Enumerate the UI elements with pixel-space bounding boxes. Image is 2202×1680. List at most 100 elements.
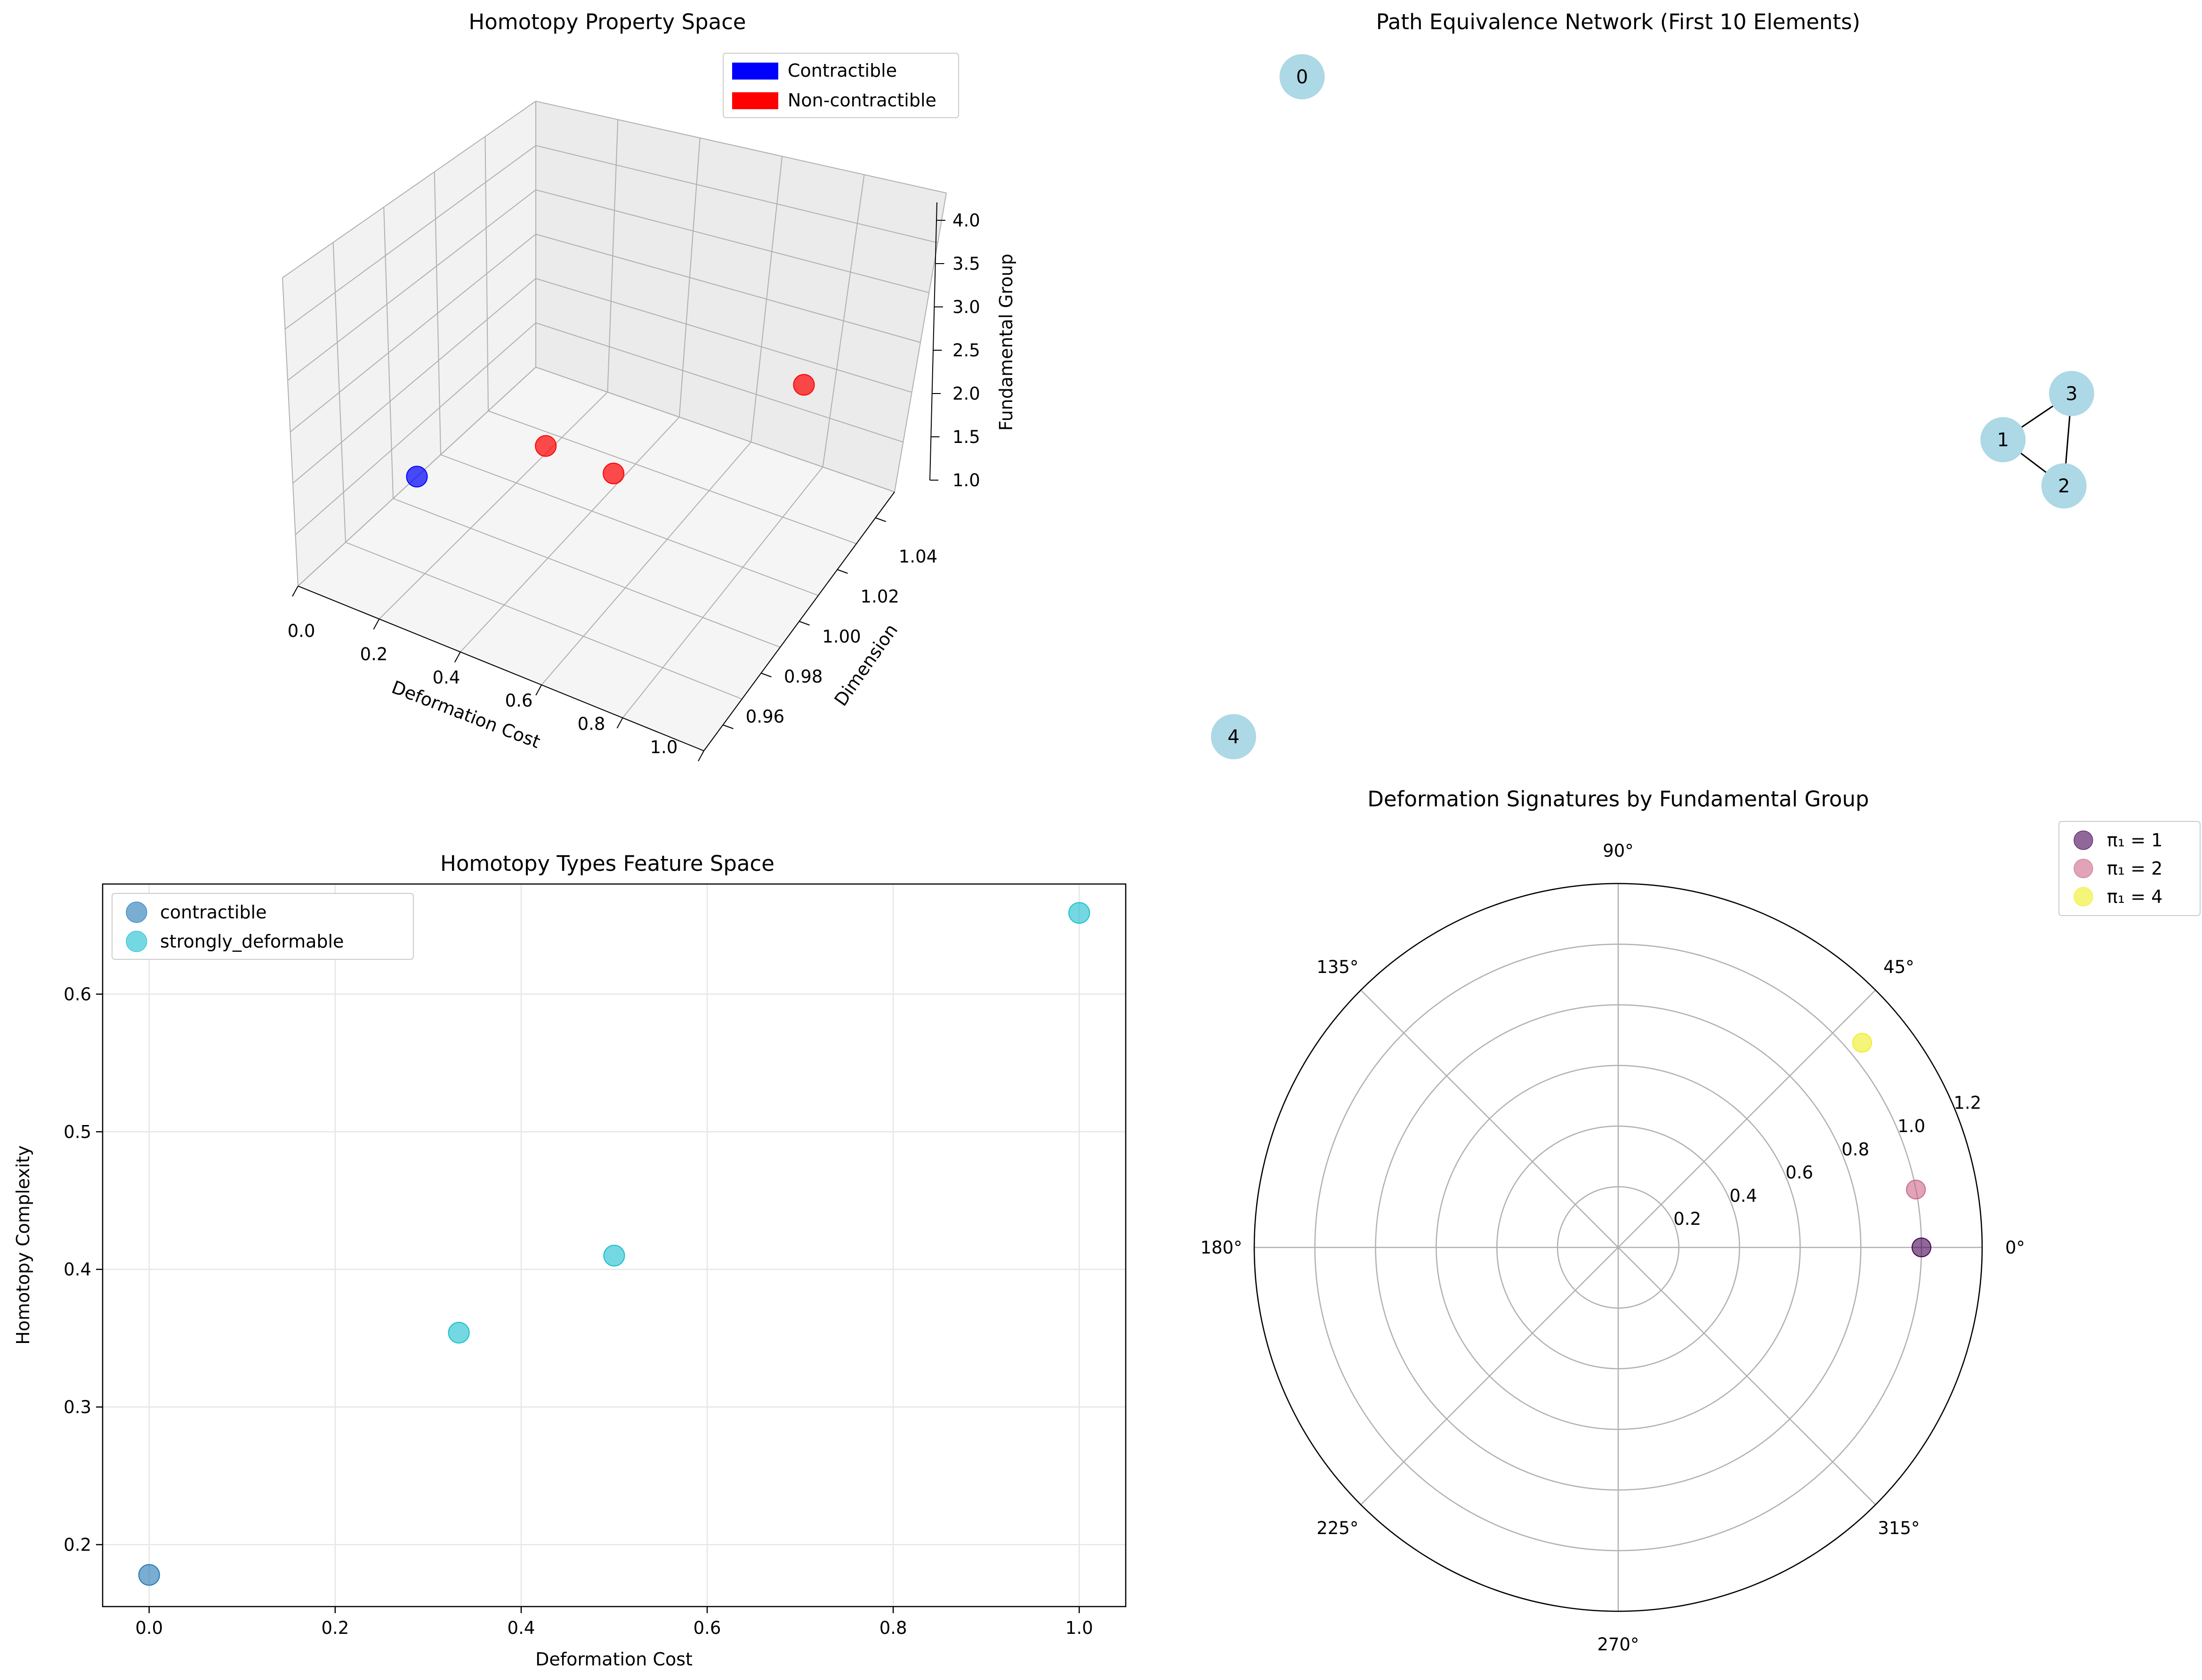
network-node-4 <box>1211 714 1256 759</box>
z-gridline-back <box>535 101 947 193</box>
polar-angle-label: 0° <box>2005 1238 2025 1258</box>
polar-angular-gridline <box>1618 1247 1876 1505</box>
z-gridline-back <box>535 189 929 293</box>
panel-network: Path Equivalence Network (First 10 Eleme… <box>1211 9 2094 759</box>
x-tick-label: 0.0 <box>135 1618 163 1638</box>
network-node-3 <box>2049 370 2094 416</box>
back-pane <box>536 101 946 492</box>
points-feature-space <box>138 902 1090 1586</box>
panel-polar: Deformation Signatures by Fundamental Gr… <box>1200 787 2201 1655</box>
network-node-label-0: 0 <box>1296 66 1308 88</box>
polar-angle-label: 135° <box>1316 957 1358 977</box>
points-3d <box>406 374 815 488</box>
x-tick-mark-3d <box>535 684 542 696</box>
polar-angular-gridline <box>1360 989 1619 1248</box>
polar-angle-label: 180° <box>1200 1238 1242 1258</box>
point-3d <box>793 374 815 396</box>
floor-pane <box>298 367 895 751</box>
chart-title-polar: Deformation Signatures by Fundamental Gr… <box>1367 787 1869 812</box>
y-tick-label: 0.4 <box>64 1260 91 1280</box>
polar-angle-label: 270° <box>1597 1634 1639 1655</box>
x-axis-line <box>298 586 704 751</box>
legend-label-pi1-2: π₁ = 2 <box>2107 858 2162 879</box>
y-tick-mark-3d <box>723 724 734 729</box>
legend-frame-polar <box>2058 821 2201 916</box>
x-tick-label-3d: 0.2 <box>360 644 388 664</box>
x-tick-label-3d: 0.6 <box>505 691 533 711</box>
z-axis-line <box>929 202 937 481</box>
x-tick-label: 0.4 <box>508 1618 535 1638</box>
legend-label-non-contractible: Non-contractible <box>788 90 936 111</box>
axes-frame-feature-space <box>102 883 1127 1608</box>
y-tick-mark-3d <box>875 517 886 522</box>
x-tick-label: 0.2 <box>321 1618 349 1638</box>
x-gridline-floor <box>379 392 608 619</box>
legend-label-contractible-series: contractible <box>160 902 266 923</box>
panel-feature-space: Homotopy Types Feature Space 0.0 0.2 0.4 0.… <box>13 851 1127 1670</box>
y-gridline-floor <box>345 542 742 699</box>
y-tick-label: 0.2 <box>64 1535 91 1555</box>
y-axis-label-feature-space: Homotopy Complexity <box>13 1145 33 1345</box>
y-tick-label-3d: 1.04 <box>899 547 937 567</box>
z-gridline-back <box>535 233 921 343</box>
chart-title-3d: Homotopy Property Space <box>468 9 746 34</box>
legend-marker-strongly-deformable <box>126 931 147 952</box>
legend-feature-space: contractible strongly_deformable <box>112 893 414 960</box>
y-tick-label-3d: 1.02 <box>861 587 899 607</box>
polar-point-0 <box>1912 1238 1932 1257</box>
grid-3d <box>282 101 947 751</box>
y-tick-label-3d: 0.98 <box>784 667 823 687</box>
legend-label-pi1-4: π₁ = 4 <box>2107 886 2162 907</box>
network-node-0 <box>1279 54 1325 99</box>
polar-points <box>1852 1033 1932 1257</box>
legend-frame-3d <box>723 53 959 118</box>
polar-angular-gridline <box>1360 1247 1619 1505</box>
x-tick-mark-3d <box>292 586 298 597</box>
legend-label-strongly-deformable: strongly_deformable <box>160 931 344 952</box>
z-axis-label-3d: Fundamental Group <box>996 254 1016 431</box>
y-tick-mark-3d <box>799 621 810 626</box>
polar-tick-labels: 0° 45° 90° 135° 180° 225° 270° 315° 0.2 0.4 0.6 0.8… <box>1200 841 2025 1655</box>
x-tick-label-3d: 0.0 <box>288 621 315 641</box>
network-nodes: 0 1 2 3 4 <box>1211 54 2094 759</box>
legend-marker-pi1-2 <box>2073 859 2093 878</box>
z-tick-label-3d: 1.5 <box>952 427 980 447</box>
legend-label-contractible: Contractible <box>788 60 897 81</box>
x-tick-label-3d: 1.0 <box>650 737 678 757</box>
z-tick-label-3d: 3.0 <box>952 297 980 317</box>
point-3d <box>603 462 625 484</box>
legend-swatch-contractible <box>732 63 778 80</box>
x-tick-label: 0.6 <box>694 1618 721 1638</box>
x-gridline-floor <box>460 417 680 652</box>
z-tick-label-3d: 2.5 <box>952 340 980 361</box>
polar-radius-label: 0.8 <box>1841 1139 1869 1159</box>
z-gridline-back <box>535 322 903 443</box>
polar-frame <box>1253 883 1983 1612</box>
ticks-3d: 0.0 0.2 0.4 0.6 0.8 1.0 0.960.98 1.001.021.04 1.… <box>288 210 980 762</box>
point-3d <box>406 466 428 488</box>
polar-point-2 <box>1852 1033 1872 1053</box>
polar-angular-gridline <box>1618 989 1876 1248</box>
left-pane <box>282 101 536 586</box>
network-node-2 <box>2041 463 2087 509</box>
z-gridline-back <box>535 145 938 243</box>
z-gridline-left <box>290 233 536 433</box>
legend-marker-contractible <box>126 901 147 923</box>
ticks-feature-space: 0.0 0.2 0.4 0.6 0.8 1.0 0.2 0.3 0.4 0.5 0.6 <box>64 984 1093 1638</box>
x-tick-label: 1.0 <box>1065 1618 1093 1638</box>
y-tick-mark-3d <box>837 569 848 574</box>
network-node-1 <box>1980 417 2026 463</box>
panel-3d-scatter: Homotopy Property Space 0.0 0.2 0.4 0.6 0.8 1… <box>282 9 1016 762</box>
y-tick-label-3d: 0.96 <box>746 707 784 727</box>
network-node-label-3: 3 <box>2065 383 2077 405</box>
polar-grid <box>1253 883 1983 1612</box>
z-tick-label-3d: 3.5 <box>952 254 980 274</box>
polar-radius-label: 0.6 <box>1785 1163 1813 1183</box>
polar-point-1 <box>1906 1180 1926 1200</box>
network-node-label-2: 2 <box>2058 475 2070 497</box>
point-strongly_deformable <box>1068 902 1090 924</box>
chart-title-feature-space: Homotopy Types Feature Space <box>440 851 774 876</box>
point-strongly_deformable <box>603 1245 625 1267</box>
z-gridline-left <box>282 101 536 278</box>
